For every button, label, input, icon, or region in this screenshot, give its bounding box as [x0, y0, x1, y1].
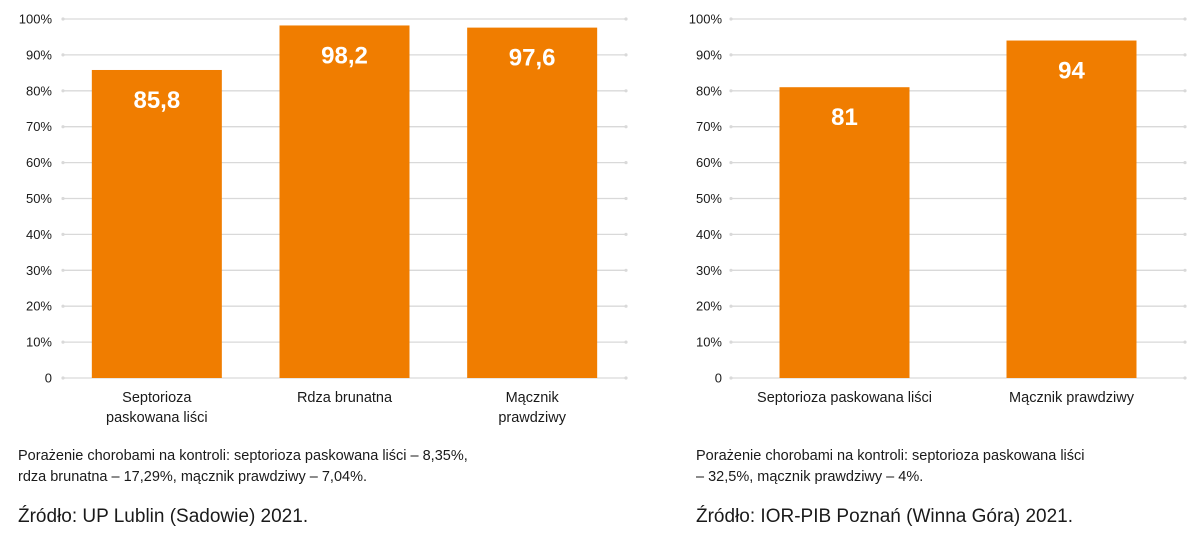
left-grid-dot [624, 53, 628, 57]
right-grid-dot [729, 268, 733, 272]
right-grid-dot [729, 196, 733, 201]
note-right-line-2: – 32,5%, mącznik prawdziwy – 4%. [696, 469, 924, 485]
left-grid-dot [61, 89, 65, 93]
left-category-label: paskowana liści [106, 410, 208, 426]
right-grid-dot [729, 17, 733, 21]
left-y-tick-label: 60% [26, 155, 52, 170]
right-y-tick-label: 30% [696, 263, 722, 278]
left-grid-dot [624, 376, 628, 380]
left-data-label: 98,2 [321, 42, 368, 69]
right-y-tick-label: 20% [696, 299, 722, 314]
right-grid-dot [1183, 161, 1187, 165]
note-left-line-1: Porażenie chorobami na kontroli: septori… [18, 448, 468, 464]
right-grid-dot [1183, 53, 1187, 57]
left-grid-dot [61, 125, 65, 129]
left-y-tick-label: 80% [26, 83, 52, 98]
right-grid-dot [729, 125, 733, 129]
right-grid-dot [1183, 340, 1187, 344]
left-y-tick-label: 20% [26, 299, 52, 314]
note-right-line-1: Porażenie chorobami na kontroli: septori… [696, 448, 1085, 464]
chart-right: 0 10% 20% 30% 40% 50% 60% 70% 80% 90% 100% 81 Septor… [689, 12, 1187, 406]
left-data-label: 85,8 [133, 87, 180, 114]
note-left: Porażenie chorobami na kontroli: septori… [18, 446, 468, 488]
left-grid-dot [61, 304, 65, 308]
left-grid-dot [624, 340, 628, 344]
right-y-tick-label: 40% [696, 227, 722, 242]
left-grid-dot [61, 53, 65, 57]
left-grid-dot [624, 304, 628, 308]
left-y-tick-label: 0 [45, 371, 52, 386]
right-grid-dot [1183, 268, 1187, 272]
left-grid-dot [624, 268, 628, 272]
right-grid-dot [729, 89, 733, 93]
left-category-label: prawdziwy [498, 410, 566, 426]
left-grid-dot [61, 232, 65, 236]
right-grid-dot [1183, 304, 1187, 308]
source-right: Źródło: IOR-PIB Poznań (Winna Góra) 2021… [696, 506, 1073, 527]
left-bar [91, 69, 222, 378]
right-bar [1006, 40, 1137, 378]
right-data-label: 81 [831, 104, 858, 131]
left-grid-dot [624, 125, 628, 129]
right-y-tick-label: 60% [696, 155, 722, 170]
left-grid-dot [61, 196, 65, 201]
left-grid-dot [624, 232, 628, 236]
left-y-tick-label: 10% [26, 335, 52, 350]
note-left-line-2: rdza brunatna – 17,29%, mącznik prawdziw… [18, 469, 367, 485]
source-left: Źródło: UP Lublin (Sadowie) 2021. [18, 506, 309, 527]
left-y-tick-label: 90% [26, 47, 52, 62]
left-bar [467, 27, 598, 379]
right-category-label: Mącznik prawdziwy [1009, 390, 1135, 406]
right-y-tick-label: 70% [696, 119, 722, 134]
left-grid-dot [61, 268, 65, 272]
right-grid-dot [729, 232, 733, 236]
right-grid-dot [1183, 17, 1187, 21]
right-y-tick-label: 100% [689, 12, 723, 27]
right-y-tick-label: 50% [696, 191, 722, 206]
left-grid-dot [624, 161, 628, 165]
right-bar [779, 87, 910, 379]
right-grid-dot [729, 161, 733, 165]
right-category-label: Septorioza paskowana liści [757, 390, 932, 406]
left-data-label: 97,6 [509, 45, 556, 72]
right-y-tick-label: 90% [696, 47, 722, 62]
left-grid-dot [624, 17, 628, 21]
left-y-tick-label: 40% [26, 227, 52, 242]
right-grid-dot [729, 340, 733, 344]
right-grid-dot [729, 53, 733, 57]
left-category-label: Mącznik [506, 390, 560, 406]
right-grid-dot [1183, 232, 1187, 236]
right-grid-dot [1183, 89, 1187, 93]
left-grid-dot [624, 89, 628, 93]
right-grid-dot [729, 304, 733, 308]
left-grid-dot [61, 376, 65, 380]
left-y-tick-label: 70% [26, 119, 52, 134]
right-grid-dot [729, 376, 733, 380]
left-grid-dot [61, 161, 65, 165]
left-category-label: Rdza brunatna [297, 390, 393, 406]
right-y-tick-label: 0 [715, 371, 722, 386]
right-grid-dot [1183, 196, 1187, 201]
right-data-label: 94 [1058, 58, 1085, 85]
left-y-tick-label: 30% [26, 263, 52, 278]
left-grid-dot [61, 340, 65, 344]
left-category-label: Septorioza [122, 390, 192, 406]
right-grid-dot [1183, 125, 1187, 129]
right-y-tick-label: 80% [696, 83, 722, 98]
note-right: Porażenie chorobami na kontroli: septori… [696, 446, 1084, 488]
left-y-tick-label: 50% [26, 191, 52, 206]
left-grid-dot [61, 17, 65, 21]
left-y-tick-label: 100% [19, 12, 53, 27]
left-grid-dot [624, 196, 628, 201]
right-y-tick-label: 10% [696, 335, 722, 350]
right-grid-dot [1183, 376, 1187, 380]
chart-left: 0 10% 20% 30% 40% 50% 60% 70% 80% 90% 100% 85,8 Sept… [19, 12, 628, 426]
left-bar [279, 25, 410, 378]
